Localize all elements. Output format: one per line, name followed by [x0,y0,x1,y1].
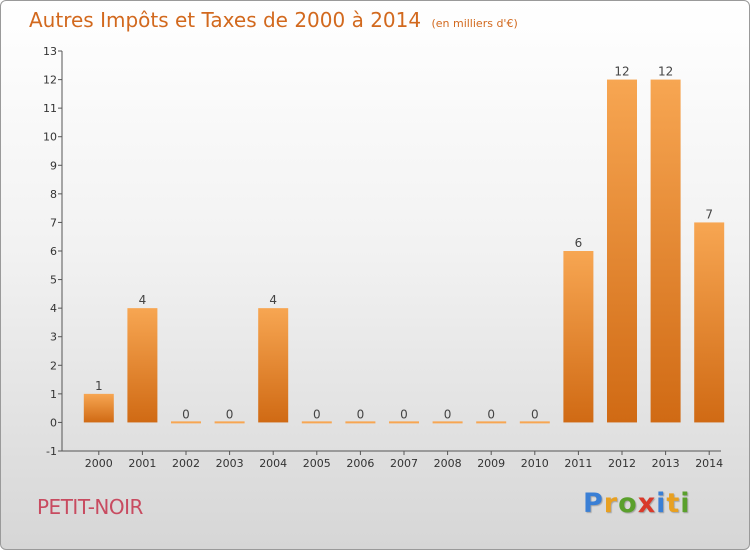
bar [607,79,637,423]
data-label: 12 [614,65,629,79]
y-tick-label: 1 [50,388,57,401]
data-label: 0 [531,407,539,421]
data-label: 4 [139,293,147,307]
y-tick-label: 8 [50,188,57,201]
x-tick-label: 2002 [172,457,200,470]
data-label: 0 [226,407,234,421]
data-label: 7 [705,207,713,221]
chart-subtitle: (en milliers d'€) [431,17,518,30]
data-label: 4 [269,293,277,307]
logo-letter: t [666,488,681,519]
data-label: 0 [357,407,365,421]
bar [650,79,681,423]
x-tick-label: 2005 [303,457,331,470]
chart-title-block: Autres Impôts et Taxes de 2000 à 2014 (e… [29,8,518,32]
x-tick-label: 2014 [695,457,723,470]
y-tick-label: -1 [46,445,57,458]
data-label: 0 [487,407,495,421]
y-tick-label: 7 [50,216,57,229]
data-label: 0 [313,407,321,421]
x-tick-label: 2007 [390,457,418,470]
bar [258,308,289,423]
x-tick-label: 2000 [85,457,113,470]
y-tick-label: 2 [50,359,57,372]
y-tick-label: 0 [50,416,57,429]
proxiti-logo: Proxiti [583,488,691,519]
logo-letter: o [618,488,638,519]
logo-letter: P [583,488,604,519]
bar [83,393,114,423]
logo-letter: i [656,488,667,519]
y-tick-label: 10 [43,131,57,144]
logo-letter: x [637,488,657,519]
y-tick-label: 12 [43,74,57,87]
x-tick-label: 2013 [652,457,680,470]
y-tick-label: 5 [50,274,57,287]
place-name: PETIT-NOIR [37,495,143,519]
y-tick-label: 13 [43,45,57,58]
data-label: 0 [400,407,408,421]
data-label: 0 [182,407,190,421]
y-tick-label: 11 [43,102,57,115]
x-tick-label: 2012 [608,457,636,470]
data-label: 12 [658,65,673,79]
data-label: 1 [95,379,103,393]
data-label: 0 [444,407,452,421]
data-label: 6 [575,236,583,250]
y-tick-label: 6 [50,245,57,258]
chart-title: Autres Impôts et Taxes de 2000 à 2014 [29,8,422,32]
x-tick-label: 2009 [477,457,505,470]
bar [694,222,725,423]
logo-letter: i [680,488,691,519]
y-tick-label: 3 [50,331,57,344]
x-tick-label: 2003 [216,457,244,470]
bar [563,251,594,423]
x-tick-label: 2011 [564,457,592,470]
x-tick-label: 2008 [434,457,462,470]
x-tick-label: 2010 [521,457,549,470]
x-tick-label: 2004 [259,457,287,470]
x-tick-label: 2006 [346,457,374,470]
bar [127,308,158,423]
y-tick-label: 4 [50,302,57,315]
logo-letter: r [603,488,619,519]
x-tick-label: 2001 [128,457,156,470]
y-tick-label: 9 [50,159,57,172]
